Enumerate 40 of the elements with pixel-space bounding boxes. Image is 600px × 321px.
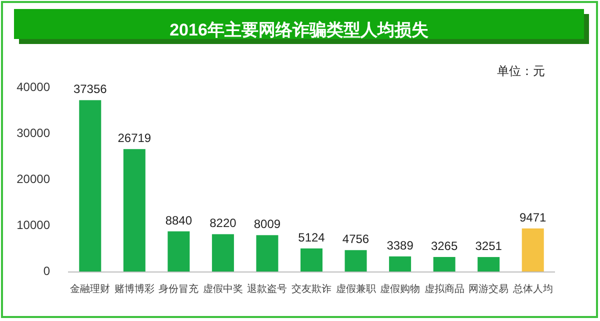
x-tick-label: 金融理财: [70, 283, 110, 295]
y-tick-label: 0: [43, 264, 50, 278]
x-tick-label: 总体人均: [512, 283, 553, 295]
data-label: 3265: [430, 238, 458, 253]
data-label: 37356: [73, 82, 108, 96]
bar: [478, 257, 500, 272]
y-tick-label: 30000: [16, 126, 50, 140]
data-label: 26719: [118, 131, 152, 146]
x-tick-label: 退款盗号: [247, 283, 288, 295]
y-tick-label: 20000: [16, 172, 50, 186]
x-tick-label: 虚拟商品: [424, 283, 464, 295]
bar: [123, 149, 146, 272]
x-tick-label: 赌博博彩: [114, 283, 154, 295]
x-tick-label: 虚假购物: [380, 283, 420, 295]
x-tick-label: 身份冒充: [158, 283, 199, 295]
bar: [256, 235, 278, 272]
data-label: 8220: [210, 216, 237, 230]
chart-title: 2016年主要网络诈骗类型人均损失: [170, 20, 428, 40]
bar: [389, 256, 412, 272]
data-label: 4756: [342, 232, 370, 246]
data-label: 5124: [298, 230, 326, 244]
x-tick-label: 虚假中奖: [202, 283, 243, 295]
data-label: 3251: [475, 239, 502, 254]
data-label: 8840: [165, 213, 192, 228]
bar: [79, 100, 102, 272]
bar: [344, 250, 367, 272]
bar: [168, 231, 190, 272]
x-tick-label: 网游交易: [468, 283, 509, 295]
y-tick-label: 40000: [16, 80, 50, 94]
x-tick-label: 交友欺诈: [292, 283, 332, 295]
bar: [433, 256, 456, 272]
bar: [300, 248, 322, 272]
bar: [522, 228, 544, 272]
y-tick-label: 10000: [16, 218, 50, 232]
data-label: 3389: [386, 238, 414, 252]
x-tick-label: 虚假兼职: [336, 283, 376, 295]
data-label: 8009: [254, 217, 281, 232]
text: 单位：元: [497, 64, 545, 78]
bar: [212, 234, 234, 272]
data-label: 9471: [520, 210, 547, 224]
